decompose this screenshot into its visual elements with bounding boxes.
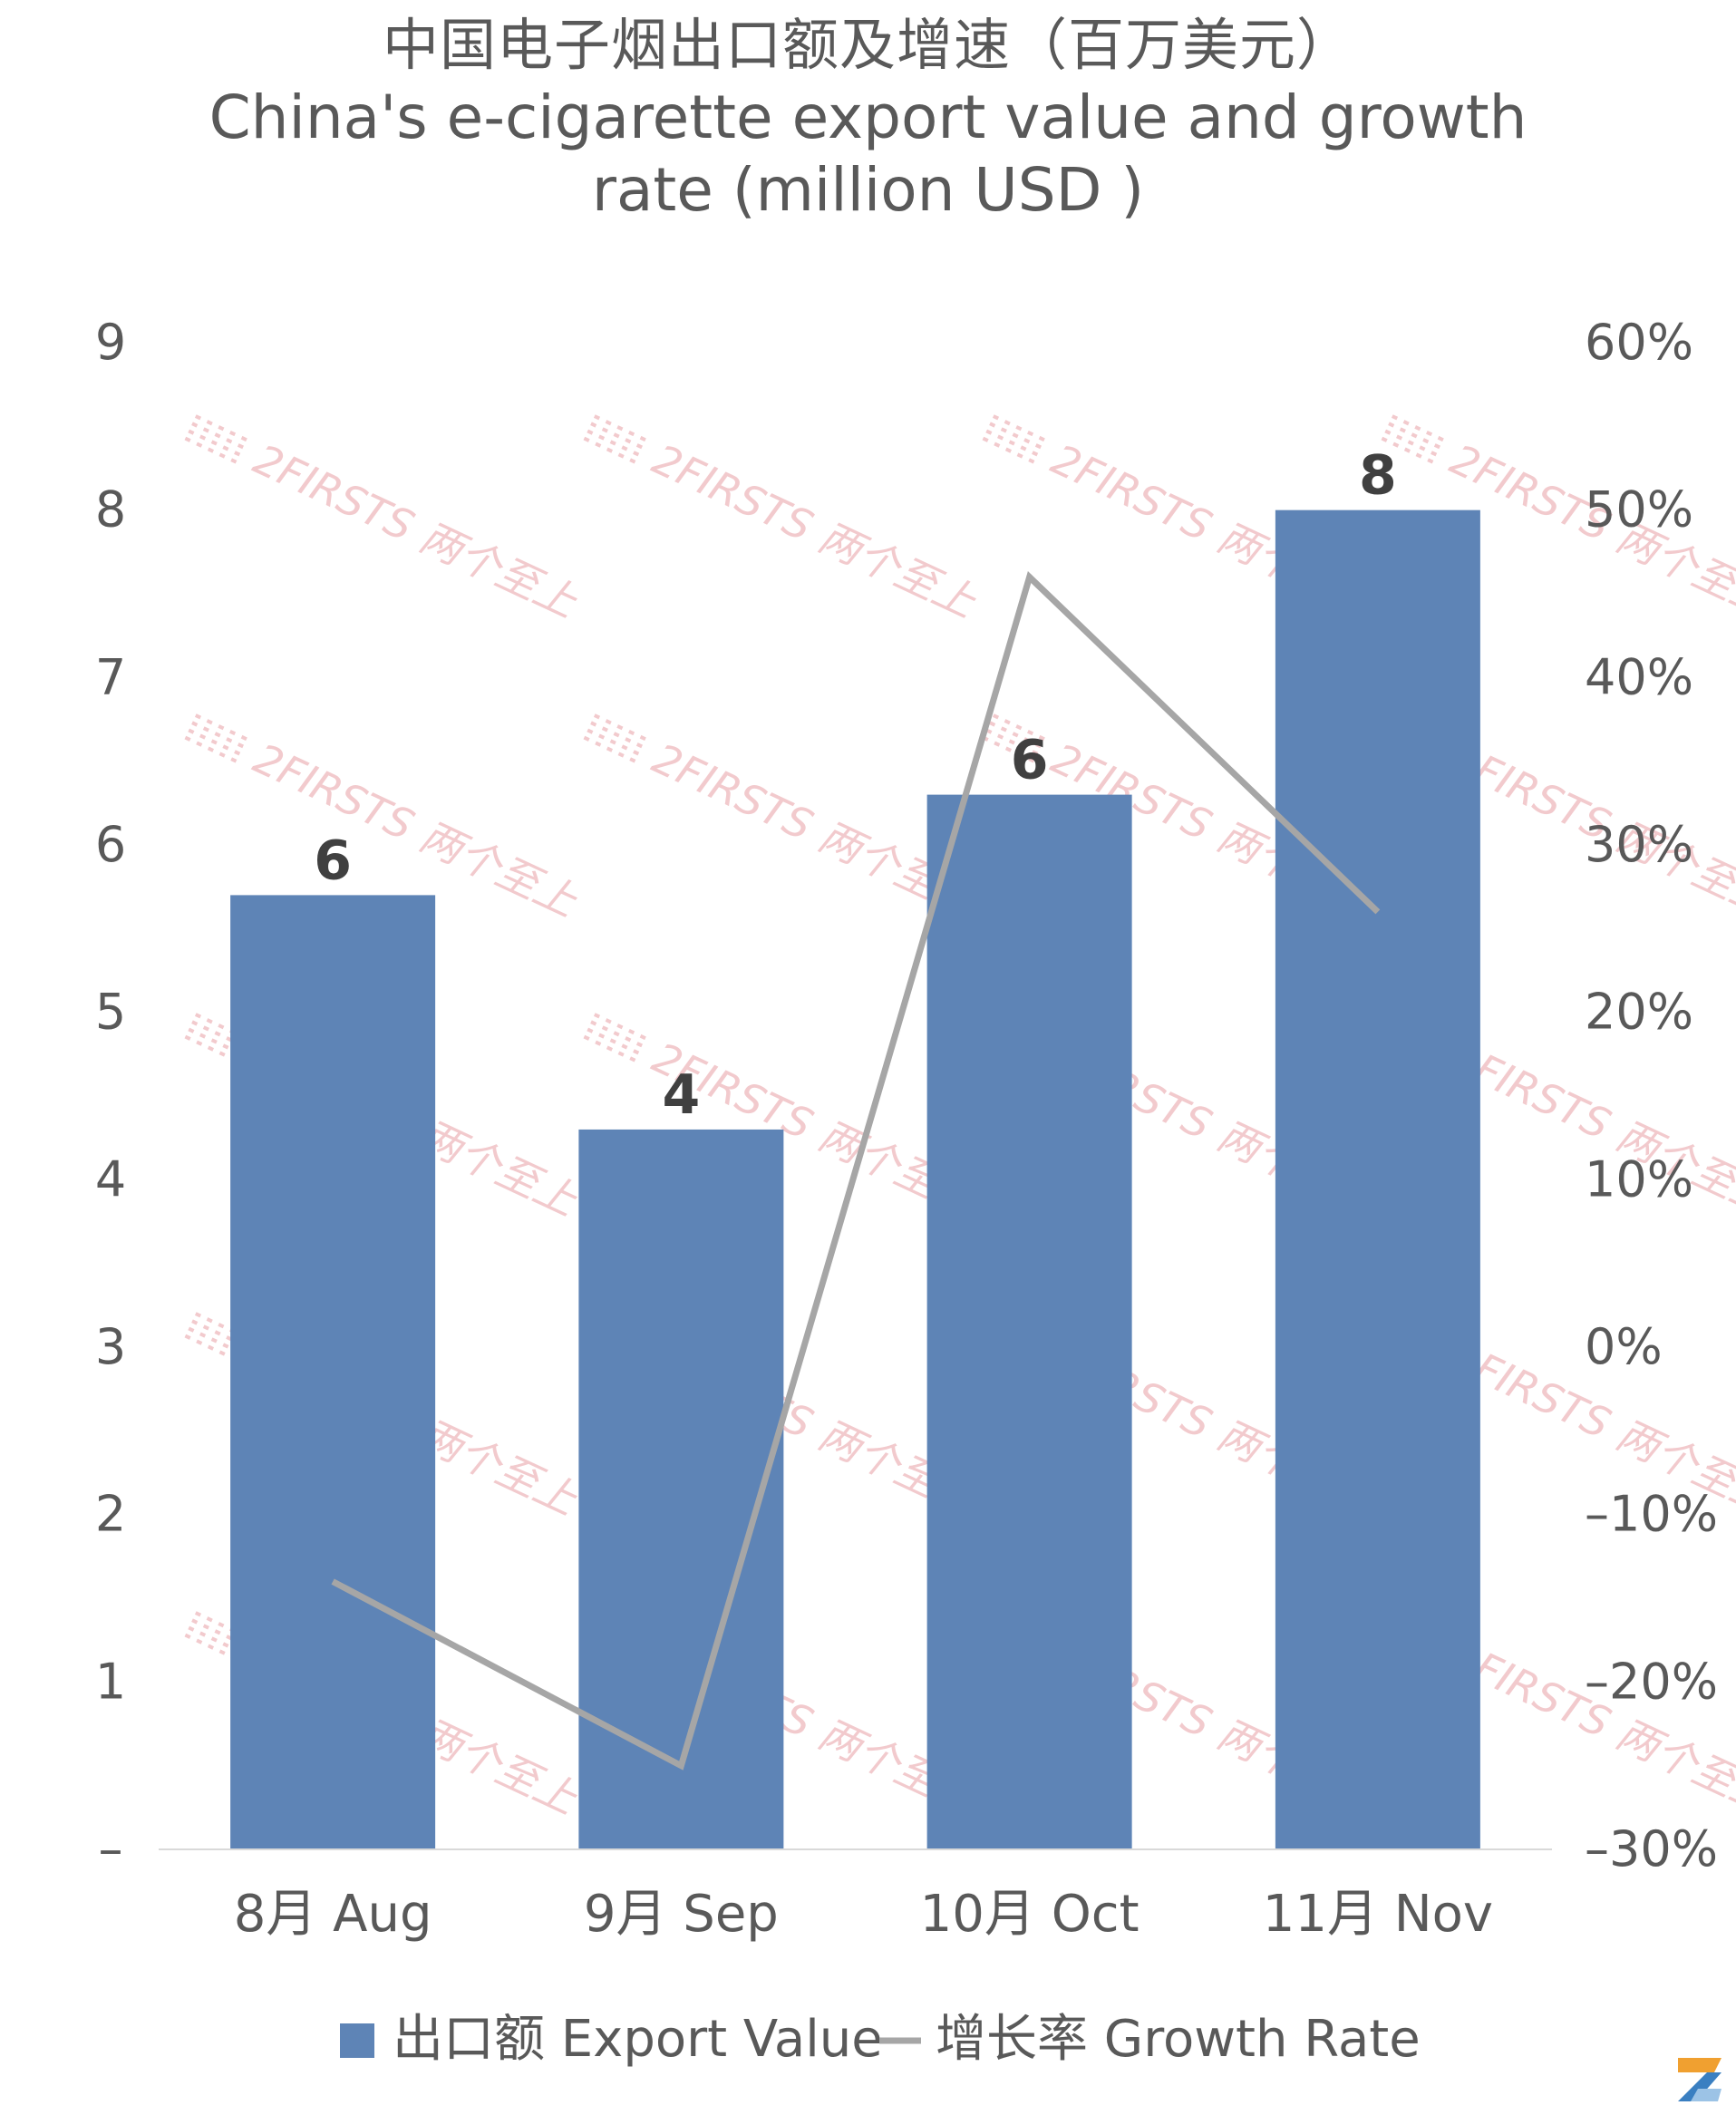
watermark-mark	[1388, 422, 1448, 452]
y-right-tick-label-1: –20%	[1585, 1653, 1718, 1710]
watermark-mark	[590, 721, 650, 752]
y-left-tick-label-2: 2	[95, 1486, 126, 1543]
chart-title-line-3: rate (million USD )	[591, 155, 1145, 225]
brand-logo-icon	[1678, 2058, 1721, 2101]
y-right-tick-label-8: 50%	[1585, 481, 1693, 538]
watermark-mark	[583, 735, 643, 766]
watermark-mark	[593, 414, 654, 445]
watermark-mark	[194, 713, 255, 744]
watermark-mark	[184, 735, 244, 766]
watermark-mark	[985, 429, 1045, 460]
watermark-text: 2FIRSTS 两个至上	[247, 434, 586, 627]
watermark-mark	[982, 436, 1042, 467]
watermark-mark	[992, 414, 1052, 445]
y-left-tick-label-9: 9	[95, 314, 126, 371]
watermark-mark	[188, 728, 247, 759]
bar-data-label-3: 8	[1359, 444, 1397, 508]
watermark-mark	[184, 436, 244, 467]
watermark-mark	[989, 721, 1049, 752]
watermark-mark	[593, 713, 654, 744]
bar-data-label-2: 6	[1011, 729, 1049, 792]
y-left-tick-label-5: 5	[95, 984, 126, 1041]
y-left-tick-label-4: 4	[95, 1150, 126, 1208]
y-left-tick-label-7: 7	[95, 648, 126, 705]
watermark-mark	[1381, 436, 1440, 467]
legend-swatch-export-value	[340, 2023, 374, 2058]
labels-layer: 6 4 6 8	[314, 444, 1397, 1127]
watermark-mark	[188, 429, 247, 460]
y-right-tick-label-2: –10%	[1585, 1486, 1718, 1543]
watermark-mark	[191, 422, 251, 452]
watermark-mark	[590, 1020, 650, 1051]
watermark-mark	[590, 422, 650, 452]
watermark-mark	[587, 1027, 646, 1058]
bar-data-label-0: 6	[314, 829, 352, 892]
y-left-tick-label-1: 1	[95, 1653, 126, 1710]
y-left-tick-label-3: 3	[95, 1318, 126, 1375]
axis-layer: – 1 2 3 4 5 6 7 8 9 –30% –20% –10% 0% 10% 20% 30% 40% 50% 6…	[95, 314, 1718, 1944]
y-left-tick-label-0: –	[99, 1820, 123, 1877]
y-right-tick-label-5: 20%	[1585, 984, 1693, 1041]
line-layer	[331, 571, 1381, 1771]
x-tick-label-2: 10月 Oct	[920, 1885, 1140, 1944]
bar-2	[926, 794, 1132, 1849]
bar-3	[1275, 509, 1480, 1849]
watermark-mark	[194, 414, 255, 445]
growth-rate-line	[331, 571, 1381, 1771]
watermark-mark	[1384, 429, 1444, 460]
watermark-mark	[587, 429, 646, 460]
legend-label-export-value: 出口额 Export Value	[393, 2010, 883, 2069]
watermark-mark	[593, 1013, 654, 1043]
x-tick-label-3: 11月 Nov	[1263, 1885, 1493, 1944]
watermark-mark	[992, 713, 1052, 744]
y-right-tick-label-6: 30%	[1585, 816, 1693, 873]
bars-layer	[230, 509, 1480, 1849]
legend-layer: 出口额 Export Value 增长率 Growth Rate	[340, 2010, 1421, 2069]
watermark-mark	[583, 1034, 643, 1065]
watermark-4: 2FIRSTS 两个至上	[184, 713, 586, 927]
bar-1	[578, 1129, 784, 1849]
y-right-tick-label-3: 0%	[1585, 1318, 1663, 1375]
legend-label-growth-rate: 增长率 Growth Rate	[936, 2010, 1421, 2069]
watermark-mark	[191, 721, 251, 752]
bar-data-label-1: 4	[663, 1063, 701, 1127]
watermark-1: 2FIRSTS 两个至上	[583, 414, 984, 627]
watermark-mark	[989, 422, 1049, 452]
x-tick-label-1: 9月 Sep	[584, 1885, 779, 1944]
y-right-tick-label-4: 10%	[1585, 1150, 1693, 1208]
chart-title-line-2: China's e-cigarette export value and gro…	[209, 82, 1527, 152]
chart-title-line-1: 中国电子烟出口额及增速（百万美元）	[382, 12, 1353, 78]
watermark-mark	[985, 728, 1045, 759]
bar-0	[230, 895, 436, 1849]
watermark-mark	[583, 436, 643, 467]
y-right-tick-label-7: 40%	[1585, 648, 1693, 705]
watermark-mark	[587, 728, 646, 759]
chart-title: 中国电子烟出口额及增速（百万美元） China's e-cigarette ex…	[0, 9, 1736, 227]
y-right-tick-label-9: 60%	[1585, 314, 1693, 371]
watermark-text: 2FIRSTS 两个至上	[645, 434, 984, 627]
watermark-0: 2FIRSTS 两个至上	[184, 414, 586, 627]
watermark-mark	[982, 735, 1042, 766]
watermark-mark	[1391, 414, 1451, 445]
y-right-tick-label-0: –30%	[1585, 1820, 1718, 1877]
watermark-5: 2FIRSTS 两个至上	[583, 713, 984, 927]
y-left-tick-label-6: 6	[95, 816, 126, 873]
y-left-tick-label-8: 8	[95, 481, 126, 538]
x-tick-label-0: 8月 Aug	[234, 1885, 432, 1944]
